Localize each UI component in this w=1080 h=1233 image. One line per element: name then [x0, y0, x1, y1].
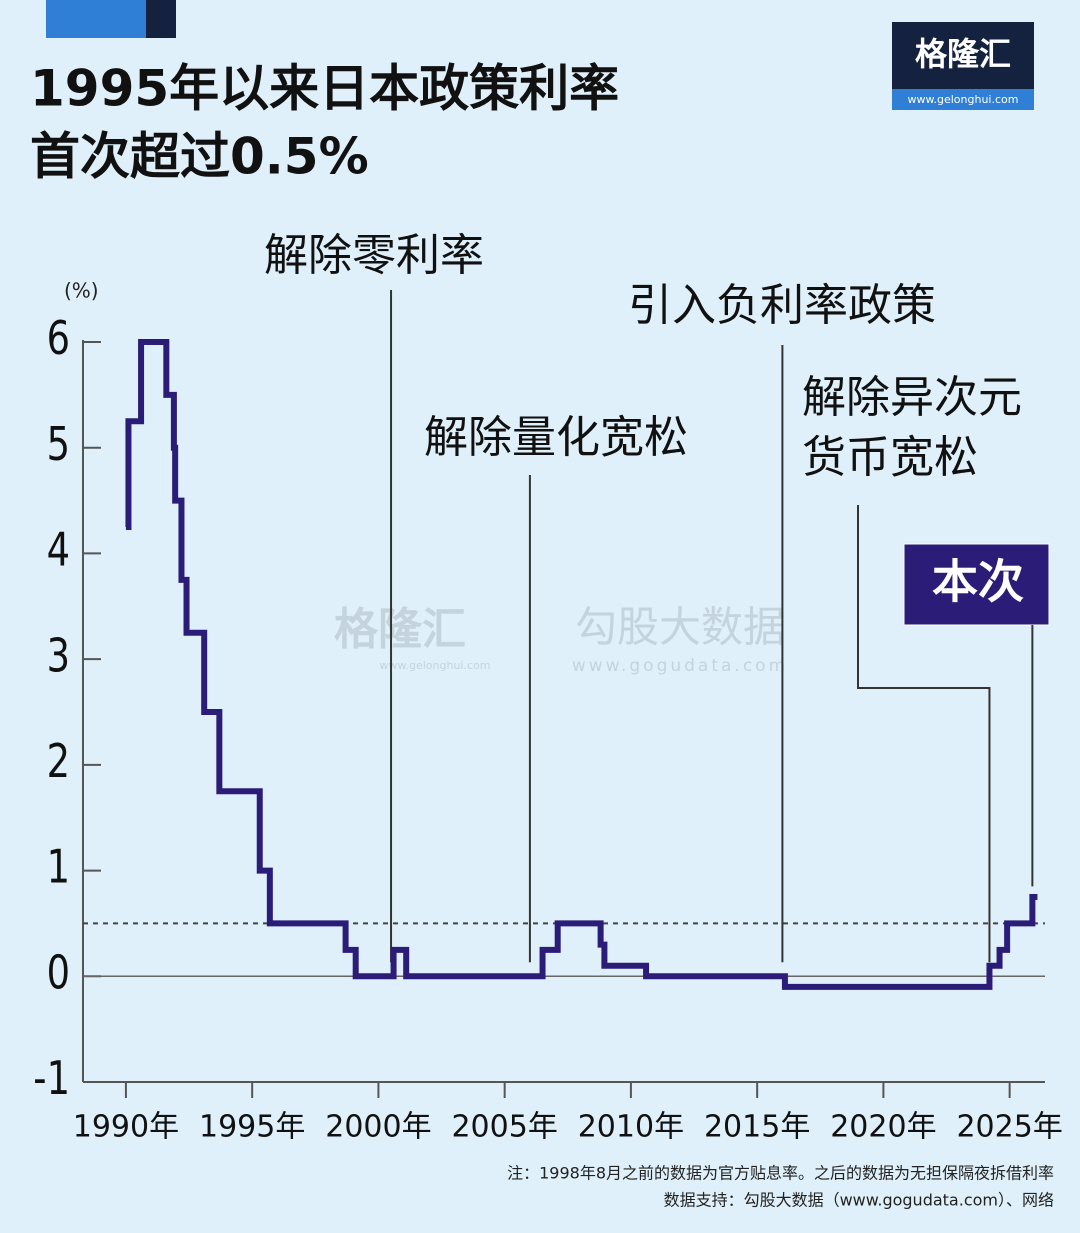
- note: 注：1998年8月之前的数据为官方贴息率。之后的数据为无担保隔夜拆借利率: [507, 1164, 1054, 1183]
- y-tick-label: 1: [47, 840, 70, 894]
- decor-bar: [46, 0, 146, 38]
- annotation-line: [857, 505, 991, 963]
- y-tick-label: 2: [47, 734, 70, 788]
- watermark: 格隆汇: [334, 604, 466, 655]
- annotation-text: 解除量化宽松: [424, 412, 688, 463]
- watermark: 勾股大数据: [575, 603, 785, 652]
- decor-bar: [146, 0, 176, 38]
- source: 数据支持：勾股大数据（www.gogudata.com）、网络: [664, 1191, 1054, 1210]
- y-tick-label: -1: [33, 1051, 70, 1105]
- logo-url: www.gelonghui.com: [908, 93, 1019, 106]
- y-tick-label: 0: [47, 945, 70, 999]
- annotation-text: 货币宽松: [802, 432, 978, 483]
- y-tick-label: 5: [47, 417, 70, 471]
- policy-rate-line: [125, 339, 1038, 990]
- x-tick-label: 2020年: [830, 1110, 936, 1145]
- x-tick-label: 1990年: [73, 1110, 179, 1145]
- x-tick-label: 2015年: [704, 1110, 810, 1145]
- x-tick-label: 1995年: [199, 1110, 305, 1145]
- y-tick-label: 4: [47, 523, 70, 577]
- x-tick-label: 2005年: [451, 1110, 557, 1145]
- annotation-text: 解除零利率: [264, 230, 484, 281]
- watermark: www.gelonghui.com: [380, 659, 491, 672]
- annotation-box: [903, 543, 1050, 626]
- x-tick-label: 2010年: [578, 1110, 684, 1145]
- y-tick-label: 6: [47, 311, 70, 365]
- annotation-text: 解除异次元: [802, 372, 1022, 423]
- annotation-text: 本次: [932, 555, 1024, 609]
- title: 1995年以来日本政策利率: [30, 60, 619, 118]
- y-unit: (%): [64, 279, 99, 303]
- x-tick-label: 2000年: [325, 1110, 431, 1145]
- x-tick-label: 2025年: [956, 1110, 1062, 1145]
- y-tick-label: 3: [47, 628, 70, 682]
- title: 首次超过0.5%: [30, 128, 369, 186]
- annotation-text: 引入负利率政策: [628, 280, 936, 331]
- logo-strip: [892, 89, 1034, 110]
- logo-text: 格隆汇: [915, 35, 1011, 73]
- watermark: www.gogudata.com: [572, 656, 788, 676]
